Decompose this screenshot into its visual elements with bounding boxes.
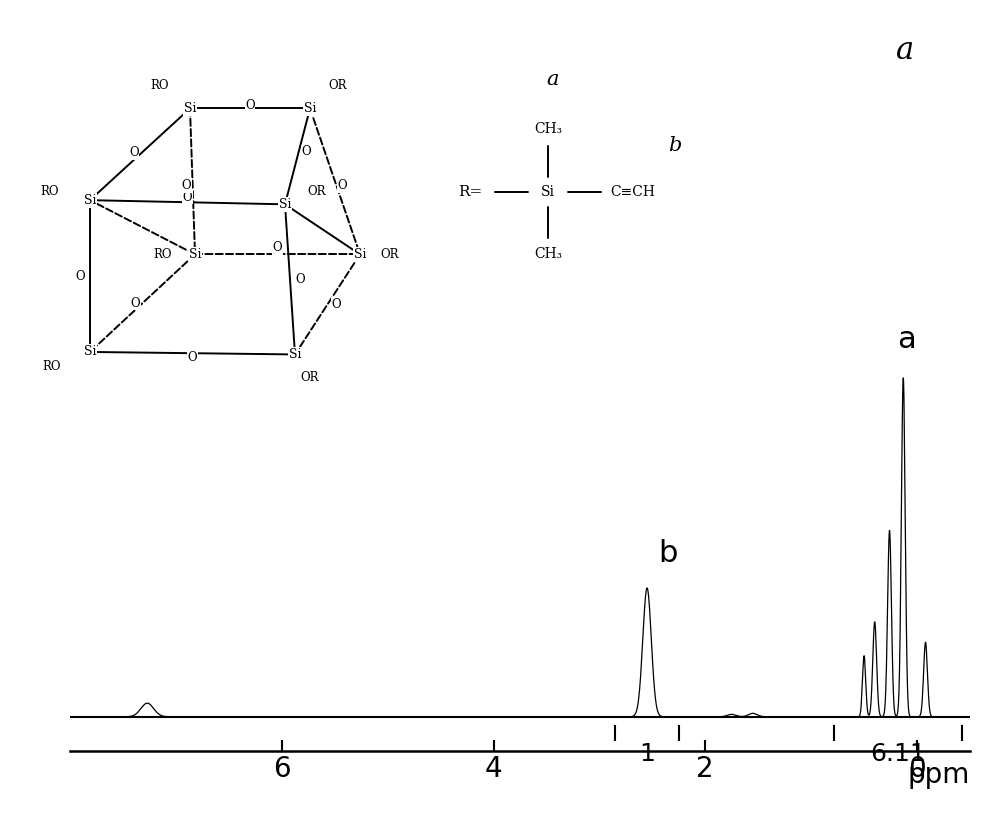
Text: Si: Si xyxy=(184,102,196,115)
Text: Si: Si xyxy=(289,348,301,361)
Text: O: O xyxy=(75,269,85,283)
Text: Si: Si xyxy=(189,248,201,261)
Text: Si: Si xyxy=(304,102,316,115)
Text: Si: Si xyxy=(84,193,96,207)
Text: Si: Si xyxy=(541,185,555,198)
Text: RO: RO xyxy=(43,360,61,374)
Text: OR: OR xyxy=(329,78,347,92)
Text: 6.11: 6.11 xyxy=(870,742,926,766)
Text: Si: Si xyxy=(279,198,291,211)
Text: a: a xyxy=(897,325,916,354)
Text: a: a xyxy=(547,70,559,88)
Text: O: O xyxy=(129,146,139,159)
Text: O: O xyxy=(131,297,140,309)
Text: a: a xyxy=(896,34,914,66)
Text: O: O xyxy=(337,179,347,192)
Text: O: O xyxy=(273,241,282,254)
Text: O: O xyxy=(332,298,341,311)
Text: CH₃: CH₃ xyxy=(534,248,562,261)
Text: CH₃: CH₃ xyxy=(534,123,562,136)
Text: Si: Si xyxy=(84,345,96,359)
Text: O: O xyxy=(301,145,311,158)
Text: O: O xyxy=(245,98,255,112)
Text: b: b xyxy=(659,539,678,568)
Text: O: O xyxy=(295,273,305,286)
Text: R=: R= xyxy=(458,185,482,198)
Text: RO: RO xyxy=(154,248,172,261)
Text: Si: Si xyxy=(354,248,366,261)
Text: O: O xyxy=(183,191,192,203)
Text: RO: RO xyxy=(41,185,59,198)
Text: OR: OR xyxy=(301,371,319,384)
Text: O: O xyxy=(182,179,191,192)
Text: RO: RO xyxy=(151,78,169,92)
Text: b: b xyxy=(668,137,682,155)
Text: ppm: ppm xyxy=(908,761,970,789)
Text: 1: 1 xyxy=(639,742,655,766)
Text: OR: OR xyxy=(308,185,326,198)
Text: O: O xyxy=(188,351,197,364)
Text: OR: OR xyxy=(381,248,399,261)
Text: C≡CH: C≡CH xyxy=(611,185,655,198)
